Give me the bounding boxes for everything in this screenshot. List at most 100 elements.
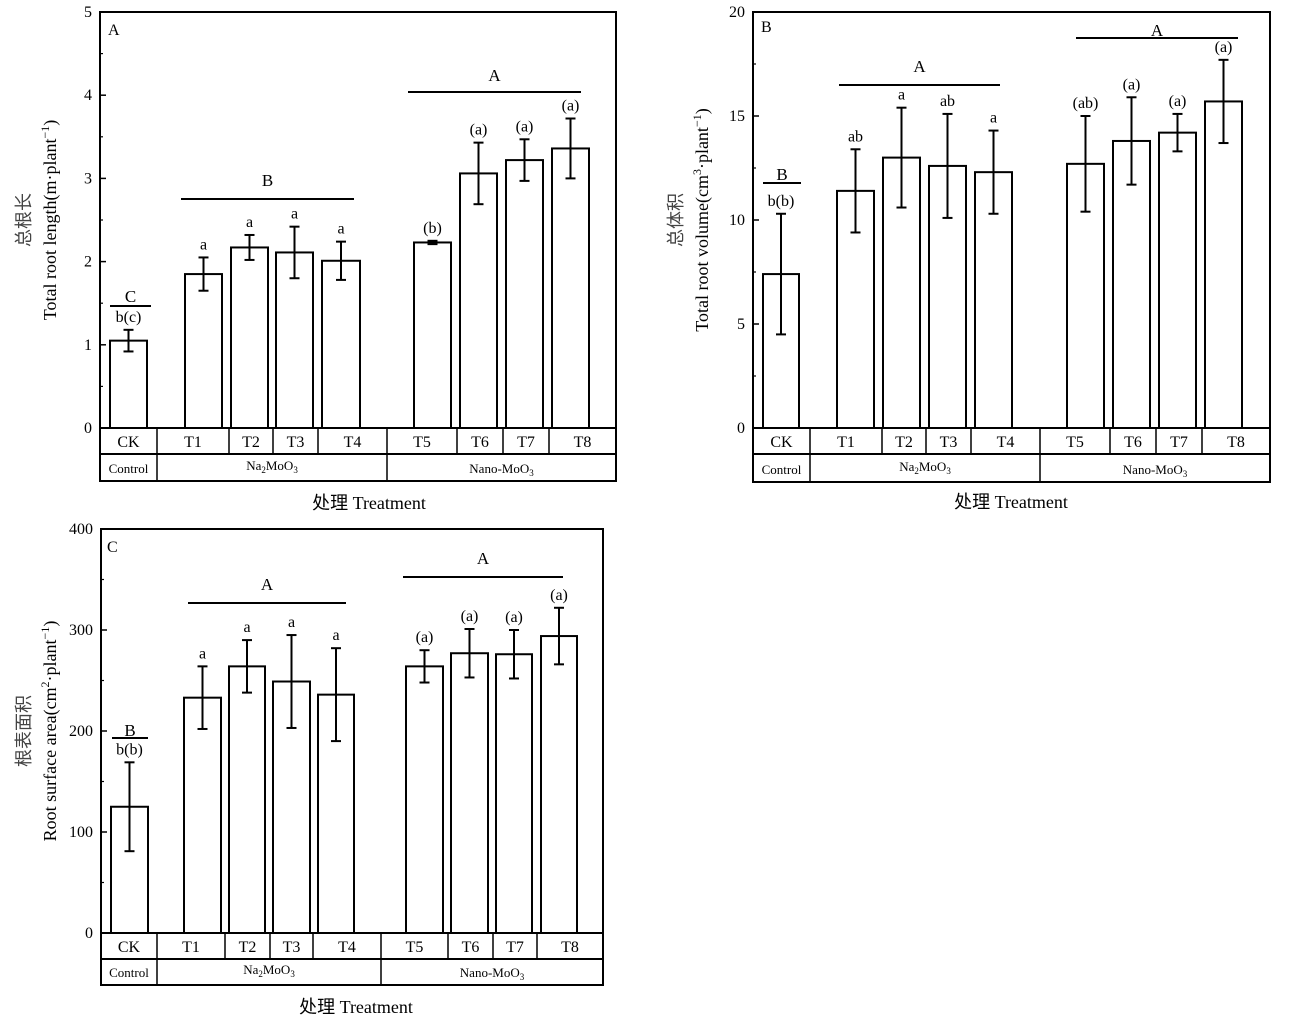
bar-ck <box>109 339 148 430</box>
group-label-part: 3 <box>529 468 534 478</box>
bar-t8 <box>551 147 590 429</box>
group-label-part: 3 <box>520 972 525 982</box>
significance-label: a <box>243 619 250 636</box>
y-tick-label: 200 <box>69 723 93 740</box>
group-label-part: MoO <box>919 459 946 474</box>
group-label-part: MoO <box>266 458 293 473</box>
significance-label: (a) <box>470 122 488 139</box>
category-label: T3 <box>287 434 305 451</box>
significance-label: a <box>246 214 253 231</box>
y-axis-label-part: Total root volume(cm <box>692 175 713 332</box>
bar-t8 <box>540 635 578 934</box>
group-label-part: Na <box>246 458 261 473</box>
y-tick-label: 100 <box>69 824 93 841</box>
group-significance-letter: A <box>261 575 274 594</box>
bar-t6 <box>459 172 498 429</box>
group-label-control: Control <box>109 461 149 476</box>
y-axis-label-part: ) <box>692 108 713 114</box>
y-tick-label: 0 <box>84 420 92 437</box>
significance-label: a <box>337 221 344 238</box>
category-label: CK <box>118 939 141 956</box>
panel-root-length: 012345Ab(c)CKaT1aT2aT3aT4(b)T5(a)T6(a)T7… <box>14 4 617 513</box>
bar-t6 <box>1112 139 1151 430</box>
group-significance-letter: A <box>488 66 501 85</box>
category-label: T2 <box>239 939 257 956</box>
group-label-part: Na <box>243 962 258 977</box>
group-label-part: 3 <box>1183 469 1188 479</box>
bar-t8 <box>1204 100 1243 429</box>
significance-label: a <box>291 206 298 223</box>
category-label: T2 <box>242 434 260 451</box>
y-tick-label: 4 <box>84 87 92 104</box>
x-axis-label: 处理 Treatment <box>312 493 426 513</box>
bar-t2 <box>228 665 266 934</box>
group-label-part: MoO <box>263 962 290 977</box>
significance-label: ab <box>940 93 955 110</box>
y-axis-label-part: Total root length(m·plant <box>40 139 61 321</box>
y-axis-label-part: 3 <box>690 169 704 175</box>
significance-label: b(b) <box>768 193 795 210</box>
category-label: T5 <box>1066 434 1084 451</box>
significance-label: (a) <box>461 608 479 625</box>
bar-t4 <box>974 171 1013 429</box>
significance-label: a <box>288 614 295 631</box>
group-label-part: 3 <box>290 969 295 979</box>
group-label-part: Nano-MoO <box>460 965 520 980</box>
y-axis-label-part: −1 <box>38 126 52 139</box>
category-label: T8 <box>1227 434 1245 451</box>
bar-t4 <box>321 259 361 429</box>
category-label: T8 <box>574 434 592 451</box>
significance-label: a <box>199 645 206 662</box>
group-label-part: Nano-MoO <box>1123 462 1183 477</box>
y-tick-label: 0 <box>85 925 93 942</box>
y-axis-label-part: Root surface area(cm <box>40 687 61 841</box>
category-label: T1 <box>182 939 200 956</box>
category-label: CK <box>117 434 140 451</box>
category-label: T7 <box>506 939 524 956</box>
category-label: T6 <box>1124 434 1142 451</box>
significance-label: (a) <box>1169 93 1187 110</box>
significance-label: ab <box>848 128 863 145</box>
panel-root-volume: 0 5 10 15 20 Bb(b) CK ab T1 a T2 ab T3 a T4 (ab) T5 (a) T6… <box>666 4 1271 512</box>
bar-t7 <box>1158 131 1197 429</box>
category-label: T8 <box>561 939 579 956</box>
category-label: T1 <box>184 434 202 451</box>
group-label-part: Nano-MoO <box>469 461 529 476</box>
panel-letter: A <box>108 22 120 39</box>
bar-t2 <box>230 246 269 429</box>
group-label-na2moo3: Na2MoO3 <box>899 459 951 476</box>
significance-label: b(c) <box>116 309 142 326</box>
category-label: T4 <box>338 939 356 956</box>
category-label: T4 <box>344 434 362 451</box>
significance-label: a <box>990 110 997 127</box>
significance-label: (ab) <box>1073 95 1099 112</box>
bar-t5 <box>413 241 452 429</box>
y-tick-label: 5 <box>737 316 745 333</box>
significance-label: a <box>332 627 339 644</box>
group-label-nano-moo3: Nano-MoO3 <box>469 461 534 478</box>
significance-label: (a) <box>562 97 580 114</box>
category-label: T7 <box>1170 434 1188 451</box>
group-label-control: Control <box>109 965 149 980</box>
y-tick-label: 1 <box>84 337 92 354</box>
significance-label: (a) <box>505 609 523 626</box>
y-axis-label-cn: 总体积 <box>666 193 686 247</box>
category-label: T2 <box>895 434 913 451</box>
significance-label: (b) <box>423 220 442 237</box>
group-significance-letter: B <box>776 165 787 184</box>
y-axis-label-cn: 根表面积 <box>14 695 34 767</box>
group-label-control: Control <box>762 462 802 477</box>
y-axis-label-en: Total root length(m·plant−1) <box>38 120 61 320</box>
y-axis-label-part: −1 <box>690 114 704 127</box>
group-label-part: 3 <box>946 466 951 476</box>
y-axis-label-part: 2 <box>38 681 52 687</box>
category-label: T5 <box>406 939 424 956</box>
bar-t1 <box>184 273 223 429</box>
category-label: T1 <box>837 434 855 451</box>
panel-letter: B <box>761 19 772 36</box>
y-axis-label-part: ) <box>40 120 61 126</box>
group-significance-letter: A <box>913 57 926 76</box>
group-label-part: 2 <box>261 465 266 475</box>
group-label-nano-moo3: Nano-MoO3 <box>1123 462 1188 479</box>
